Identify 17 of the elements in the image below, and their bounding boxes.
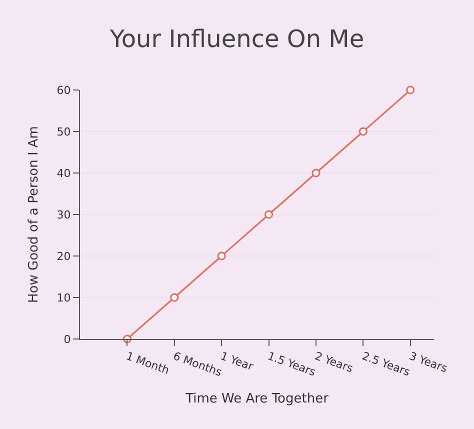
y-tick-label: 30 <box>56 208 71 222</box>
point <box>217 252 226 260</box>
x-axis-title: Time We Are Together <box>184 392 330 407</box>
x-tick-label: 1 Month <box>124 349 172 378</box>
y-tick-label: 20 <box>56 250 71 263</box>
y-tick-label: 0 <box>64 332 71 346</box>
point <box>312 168 320 178</box>
point <box>264 210 274 219</box>
point <box>170 293 179 302</box>
y-tick-label: 60 <box>56 84 71 97</box>
y-tick-label: 10 <box>56 291 71 304</box>
point <box>358 127 368 136</box>
chart-title: Your Influence On Me <box>108 24 364 53</box>
y-tick-label: 50 <box>56 125 71 138</box>
y-axis-title: How Good of a Person I Am <box>26 126 42 303</box>
point <box>406 86 415 94</box>
y-tick-label: 40 <box>56 166 71 180</box>
